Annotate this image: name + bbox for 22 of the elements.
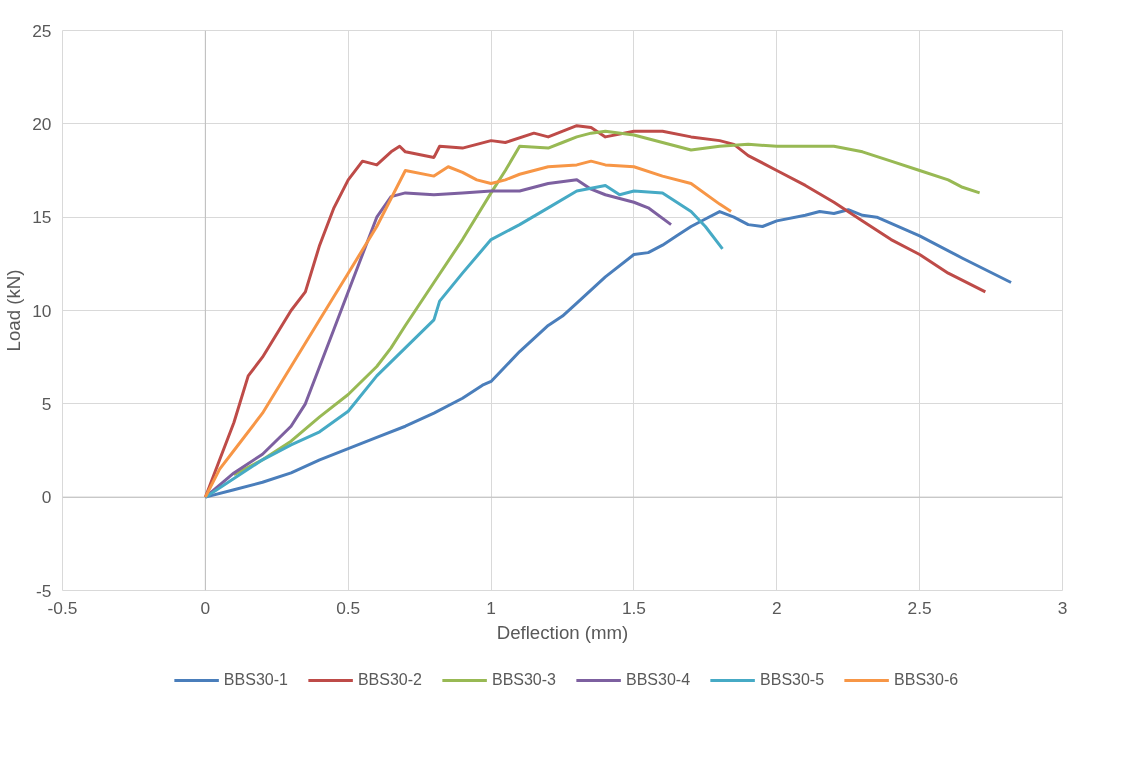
x-tick-label: 0.5 (336, 597, 361, 618)
x-tick-label: 3 (1057, 597, 1068, 618)
x-tick-label: 1.5 (621, 597, 646, 618)
legend-label: BBS30-5 (760, 671, 825, 689)
x-tick-label: 2 (771, 597, 782, 618)
y-axis-title: Load (kN) (3, 269, 25, 352)
x-tick-label: 1 (486, 597, 496, 618)
x-axis-title: Deflection (mm) (496, 621, 629, 643)
legend-label: BBS30-4 (626, 671, 691, 689)
y-tick-label: 10 (32, 300, 52, 321)
y-tick-label: 25 (32, 20, 52, 41)
legend-label: BBS30-3 (491, 671, 556, 689)
y-tick-label: 0 (41, 487, 52, 508)
x-tick-label: 2.5 (907, 597, 932, 618)
legend-label: BBS30-6 (894, 671, 959, 689)
x-tick-label: 0 (200, 597, 211, 618)
legend-label: BBS30-2 (357, 671, 422, 689)
y-tick-label: 5 (41, 393, 52, 414)
y-tick-label: 15 (32, 207, 52, 228)
legend-label: BBS30-1 (223, 671, 288, 689)
line-series (203, 208, 1013, 499)
y-tick-label: 20 (32, 113, 52, 134)
